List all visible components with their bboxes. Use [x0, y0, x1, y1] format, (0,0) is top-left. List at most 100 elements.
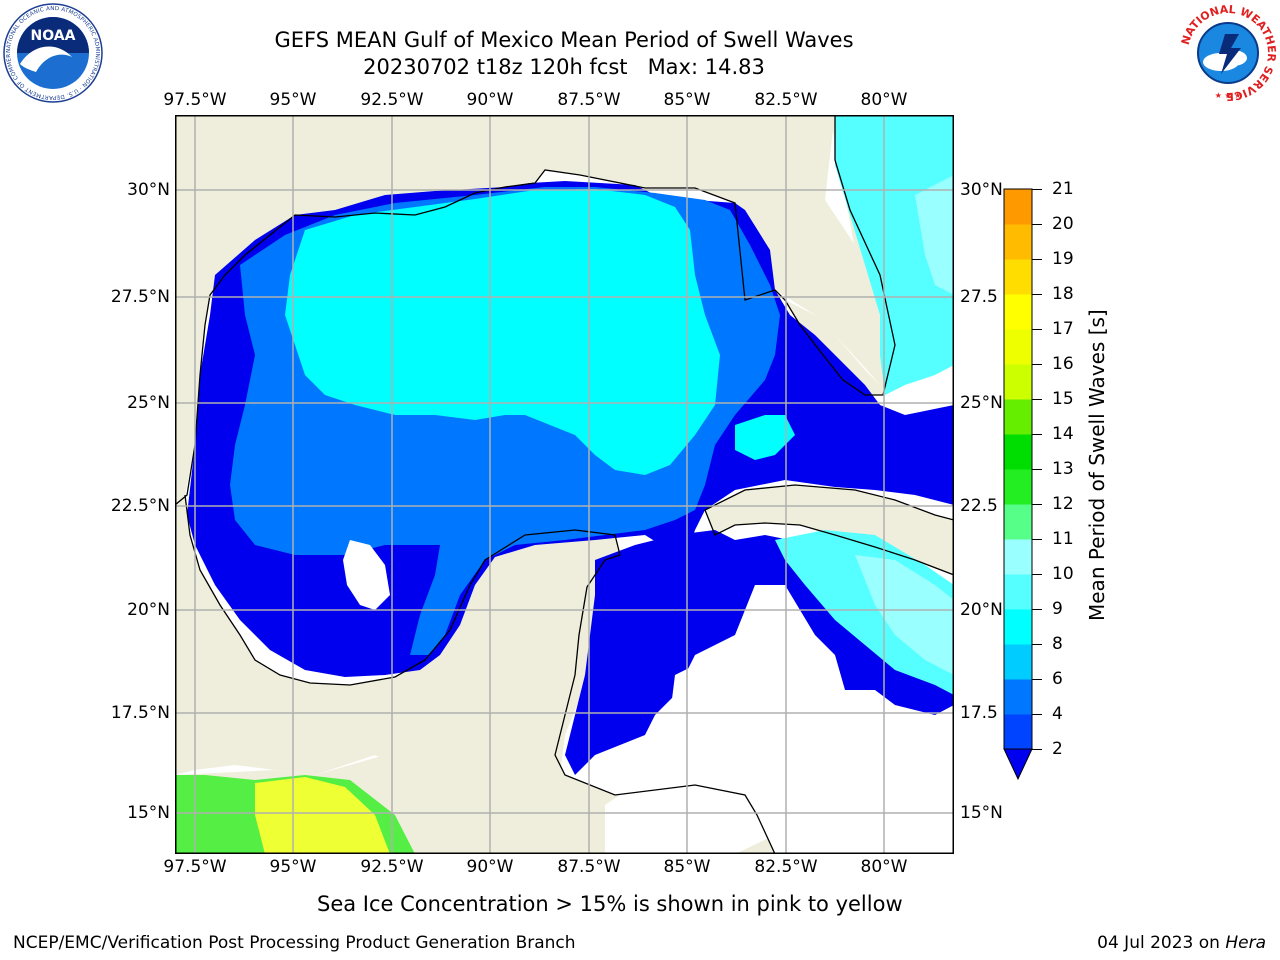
colorbar-tick-mark — [1032, 644, 1042, 645]
colorbar-tick: 9 — [1052, 599, 1063, 619]
wave-band-caribbean-pale — [855, 555, 954, 675]
colorbar-tick: 12 — [1052, 494, 1074, 514]
lat-tick-right: 30°N — [960, 180, 1003, 200]
colorbar-tick: 8 — [1052, 634, 1063, 654]
colorbar-tick-mark — [1032, 749, 1042, 750]
lon-tick-top: 85°W — [663, 90, 711, 110]
colorbar-tick-mark — [1032, 294, 1042, 295]
lon-tick-bottom: 92.5°W — [360, 857, 424, 877]
colorbar-tick: 18 — [1052, 284, 1074, 304]
noaa-logo: NATIONAL OCEANIC AND ATMOSPHERIC ADMINIS… — [2, 2, 103, 103]
colorbar-segment — [1004, 364, 1032, 400]
lon-tick-bottom: 97.5°W — [163, 857, 227, 877]
lon-tick-bottom: 82.5°W — [754, 857, 818, 877]
coastline — [175, 115, 954, 854]
colorbar-tick: 6 — [1052, 669, 1063, 689]
lon-tick-top: 82.5°W — [754, 90, 818, 110]
svg-text:★ ★ ★: ★ ★ ★ — [1215, 91, 1242, 100]
colorbar-tick-mark — [1032, 259, 1042, 260]
lat-tick-right: 25°N — [960, 393, 1003, 413]
wave-band-atlantic — [835, 115, 954, 395]
lon-tick-top: 90°W — [466, 90, 514, 110]
colorbar-segment — [1004, 469, 1032, 505]
colorbar-tick-mark — [1032, 574, 1042, 575]
colorbar-tick: 4 — [1052, 704, 1063, 724]
colorbar-tick: 11 — [1052, 529, 1074, 549]
lat-tick-right: 27.5 — [960, 287, 998, 307]
colorbar-tick: 17 — [1052, 319, 1074, 339]
colorbar-segment — [1004, 644, 1032, 680]
colorbar-segment — [1004, 224, 1032, 260]
nws-logo: NATIONAL WEATHER SERVICE ★ ★ ★ — [1179, 3, 1278, 103]
lat-tick-right: 15°N — [960, 803, 1003, 823]
colorbar-tick: 10 — [1052, 564, 1074, 584]
colorbar-segment — [1004, 434, 1032, 470]
no-data-gulf-patch — [343, 540, 390, 610]
colorbar-segment — [1004, 189, 1032, 225]
lat-tick-right: 17.5 — [960, 703, 998, 723]
title-line2: 20230702 t18z 120h fcst Max: 14.83 — [363, 55, 765, 79]
wave-band-pacific-yellow — [255, 777, 390, 854]
colorbar-tick: 21 — [1052, 179, 1074, 199]
lon-tick-bottom: 85°W — [663, 857, 711, 877]
title-line1: GEFS MEAN Gulf of Mexico Mean Period of … — [274, 28, 854, 52]
lat-tick-left: 15°N — [127, 803, 170, 823]
colorbar-segment — [1004, 259, 1032, 295]
wave-band-6-8s-patch — [735, 415, 795, 460]
colorbar-segment — [1004, 714, 1032, 750]
colorbar-segment — [1004, 329, 1032, 365]
colorbar-segment — [1004, 539, 1032, 575]
lon-tick-bottom: 80°W — [860, 857, 908, 877]
colorbar-tick-mark — [1032, 364, 1042, 365]
colorbar-tick: 2 — [1052, 739, 1063, 759]
colorbar-segment — [1004, 399, 1032, 435]
lat-tick-left: 17.5°N — [110, 703, 170, 723]
no-data-caribbean — [605, 635, 895, 854]
svg-text:NOAA: NOAA — [31, 28, 76, 44]
colorbar — [1003, 188, 1033, 781]
colorbar-tick: 15 — [1052, 389, 1074, 409]
colorbar-tick-mark — [1032, 189, 1042, 190]
colorbar-segment — [1004, 504, 1032, 540]
colorbar-segment — [1004, 574, 1032, 610]
footer-host: Hera — [1225, 933, 1266, 953]
wave-band-atlantic-pale — [915, 175, 954, 295]
colorbar-tick: 13 — [1052, 459, 1074, 479]
colorbar-tick-mark — [1032, 539, 1042, 540]
colorbar-tick: 19 — [1052, 249, 1074, 269]
lat-tick-right: 22.5 — [960, 496, 998, 516]
colorbar-tick: 16 — [1052, 354, 1074, 374]
colorbar-tick-mark — [1032, 469, 1042, 470]
lon-tick-top: 87.5°W — [557, 90, 621, 110]
lat-tick-left: 20°N — [127, 600, 170, 620]
lon-tick-bottom: 90°W — [466, 857, 514, 877]
lat-tick-right: 20°N — [960, 600, 1003, 620]
lon-tick-bottom: 95°W — [269, 857, 317, 877]
lon-tick-top: 80°W — [860, 90, 908, 110]
colorbar-tick: 14 — [1052, 424, 1074, 444]
lat-tick-left: 22.5°N — [110, 496, 170, 516]
colorbar-tick-mark — [1032, 679, 1042, 680]
graticule — [175, 115, 954, 854]
colorbar-label: Mean Period of Swell Waves [s] — [1085, 309, 1109, 621]
lon-tick-bottom: 87.5°W — [557, 857, 621, 877]
colorbar-tick: 20 — [1052, 214, 1074, 234]
lon-tick-top: 97.5°W — [163, 90, 227, 110]
map-panel — [175, 115, 954, 854]
lat-tick-left: 30°N — [127, 180, 170, 200]
colorbar-segment — [1004, 294, 1032, 330]
colorbar-tick-mark — [1032, 504, 1042, 505]
map-frame — [175, 115, 954, 854]
colorbar-tick-mark — [1032, 224, 1042, 225]
colorbar-tick-mark — [1032, 609, 1042, 610]
colorbar-segment — [1004, 679, 1032, 715]
footer-date-text: 04 Jul 2023 on — [1097, 933, 1226, 953]
lat-tick-left: 27.5°N — [110, 287, 170, 307]
colorbar-tick-mark — [1032, 329, 1042, 330]
footer-organization: NCEP/EMC/Verification Post Processing Pr… — [13, 933, 576, 953]
colorbar-segment — [1004, 609, 1032, 645]
lat-tick-left: 25°N — [127, 393, 170, 413]
colorbar-tick-mark — [1032, 714, 1042, 715]
colorbar-tick-mark — [1032, 399, 1042, 400]
colorbar-tick-mark — [1032, 434, 1042, 435]
